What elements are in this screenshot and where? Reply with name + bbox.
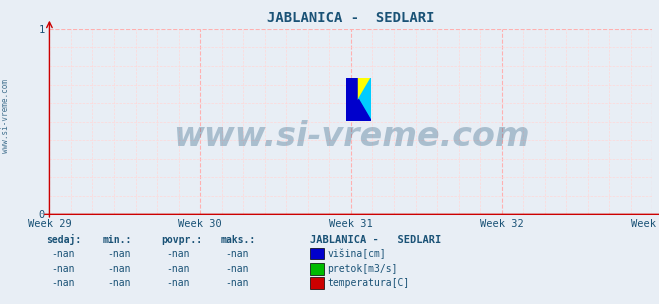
Text: -nan: -nan	[51, 278, 74, 288]
Polygon shape	[346, 78, 358, 121]
Text: maks.:: maks.:	[221, 235, 256, 245]
Text: -nan: -nan	[225, 264, 249, 274]
Text: -nan: -nan	[166, 264, 190, 274]
Text: -nan: -nan	[51, 264, 74, 274]
Polygon shape	[358, 78, 371, 99]
Text: -nan: -nan	[225, 278, 249, 288]
Text: sedaj:: sedaj:	[46, 234, 81, 245]
Title: JABLANICA -  SEDLARI: JABLANICA - SEDLARI	[267, 11, 435, 25]
Text: JABLANICA -   SEDLARI: JABLANICA - SEDLARI	[310, 235, 441, 245]
Polygon shape	[358, 78, 371, 121]
Text: višina[cm]: višina[cm]	[328, 249, 386, 259]
Text: -nan: -nan	[107, 278, 130, 288]
Polygon shape	[358, 99, 371, 121]
Text: min.:: min.:	[102, 235, 132, 245]
Text: povpr.:: povpr.:	[161, 235, 202, 245]
Text: temperatura[C]: temperatura[C]	[328, 278, 410, 288]
Text: www.si-vreme.com: www.si-vreme.com	[173, 120, 529, 153]
Text: -nan: -nan	[51, 249, 74, 259]
Text: -nan: -nan	[107, 249, 130, 259]
Text: www.si-vreme.com: www.si-vreme.com	[1, 78, 10, 153]
Text: -nan: -nan	[166, 249, 190, 259]
Text: -nan: -nan	[166, 278, 190, 288]
Text: -nan: -nan	[107, 264, 130, 274]
Text: -nan: -nan	[225, 249, 249, 259]
Text: pretok[m3/s]: pretok[m3/s]	[328, 264, 398, 274]
